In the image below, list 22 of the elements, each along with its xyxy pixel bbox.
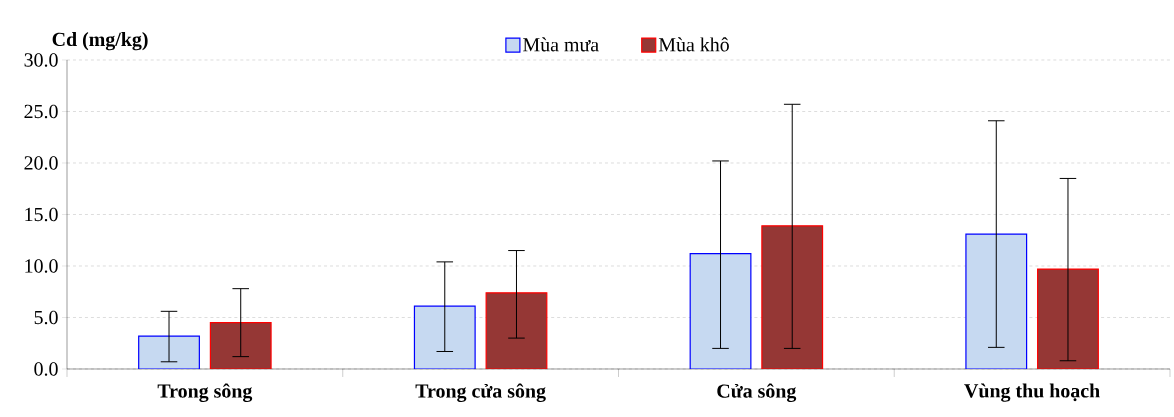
bar <box>209 322 272 369</box>
x-tick-label: Vùng thu hoạch <box>964 383 1100 402</box>
bar <box>965 233 1028 369</box>
y-tick-label: 25.0 <box>24 104 58 119</box>
x-tick-label: Trong sông <box>157 383 253 402</box>
y-tick-label: 30.0 <box>24 53 58 67</box>
y-tick-label: 0.0 <box>34 362 58 376</box>
x-tick-label: Trong cửa sông <box>415 383 546 402</box>
bar <box>138 335 200 369</box>
y-tick-label: 20.0 <box>24 156 58 170</box>
x-tick-label: Cửa sông <box>717 383 797 402</box>
bar <box>485 292 548 369</box>
bar <box>413 305 476 369</box>
legend-label: Mùa mưa <box>523 37 599 52</box>
bar <box>1037 268 1099 369</box>
bar <box>689 253 752 369</box>
y-tick-label: 10.0 <box>25 259 58 273</box>
y-tick-label: 5.0 <box>34 310 58 325</box>
y-axis-title: Cd (mg/kg) <box>52 32 148 51</box>
bar <box>761 225 824 369</box>
legend-label: Mùa khô <box>658 37 729 52</box>
y-tick-label: 15.0 <box>25 207 58 222</box>
